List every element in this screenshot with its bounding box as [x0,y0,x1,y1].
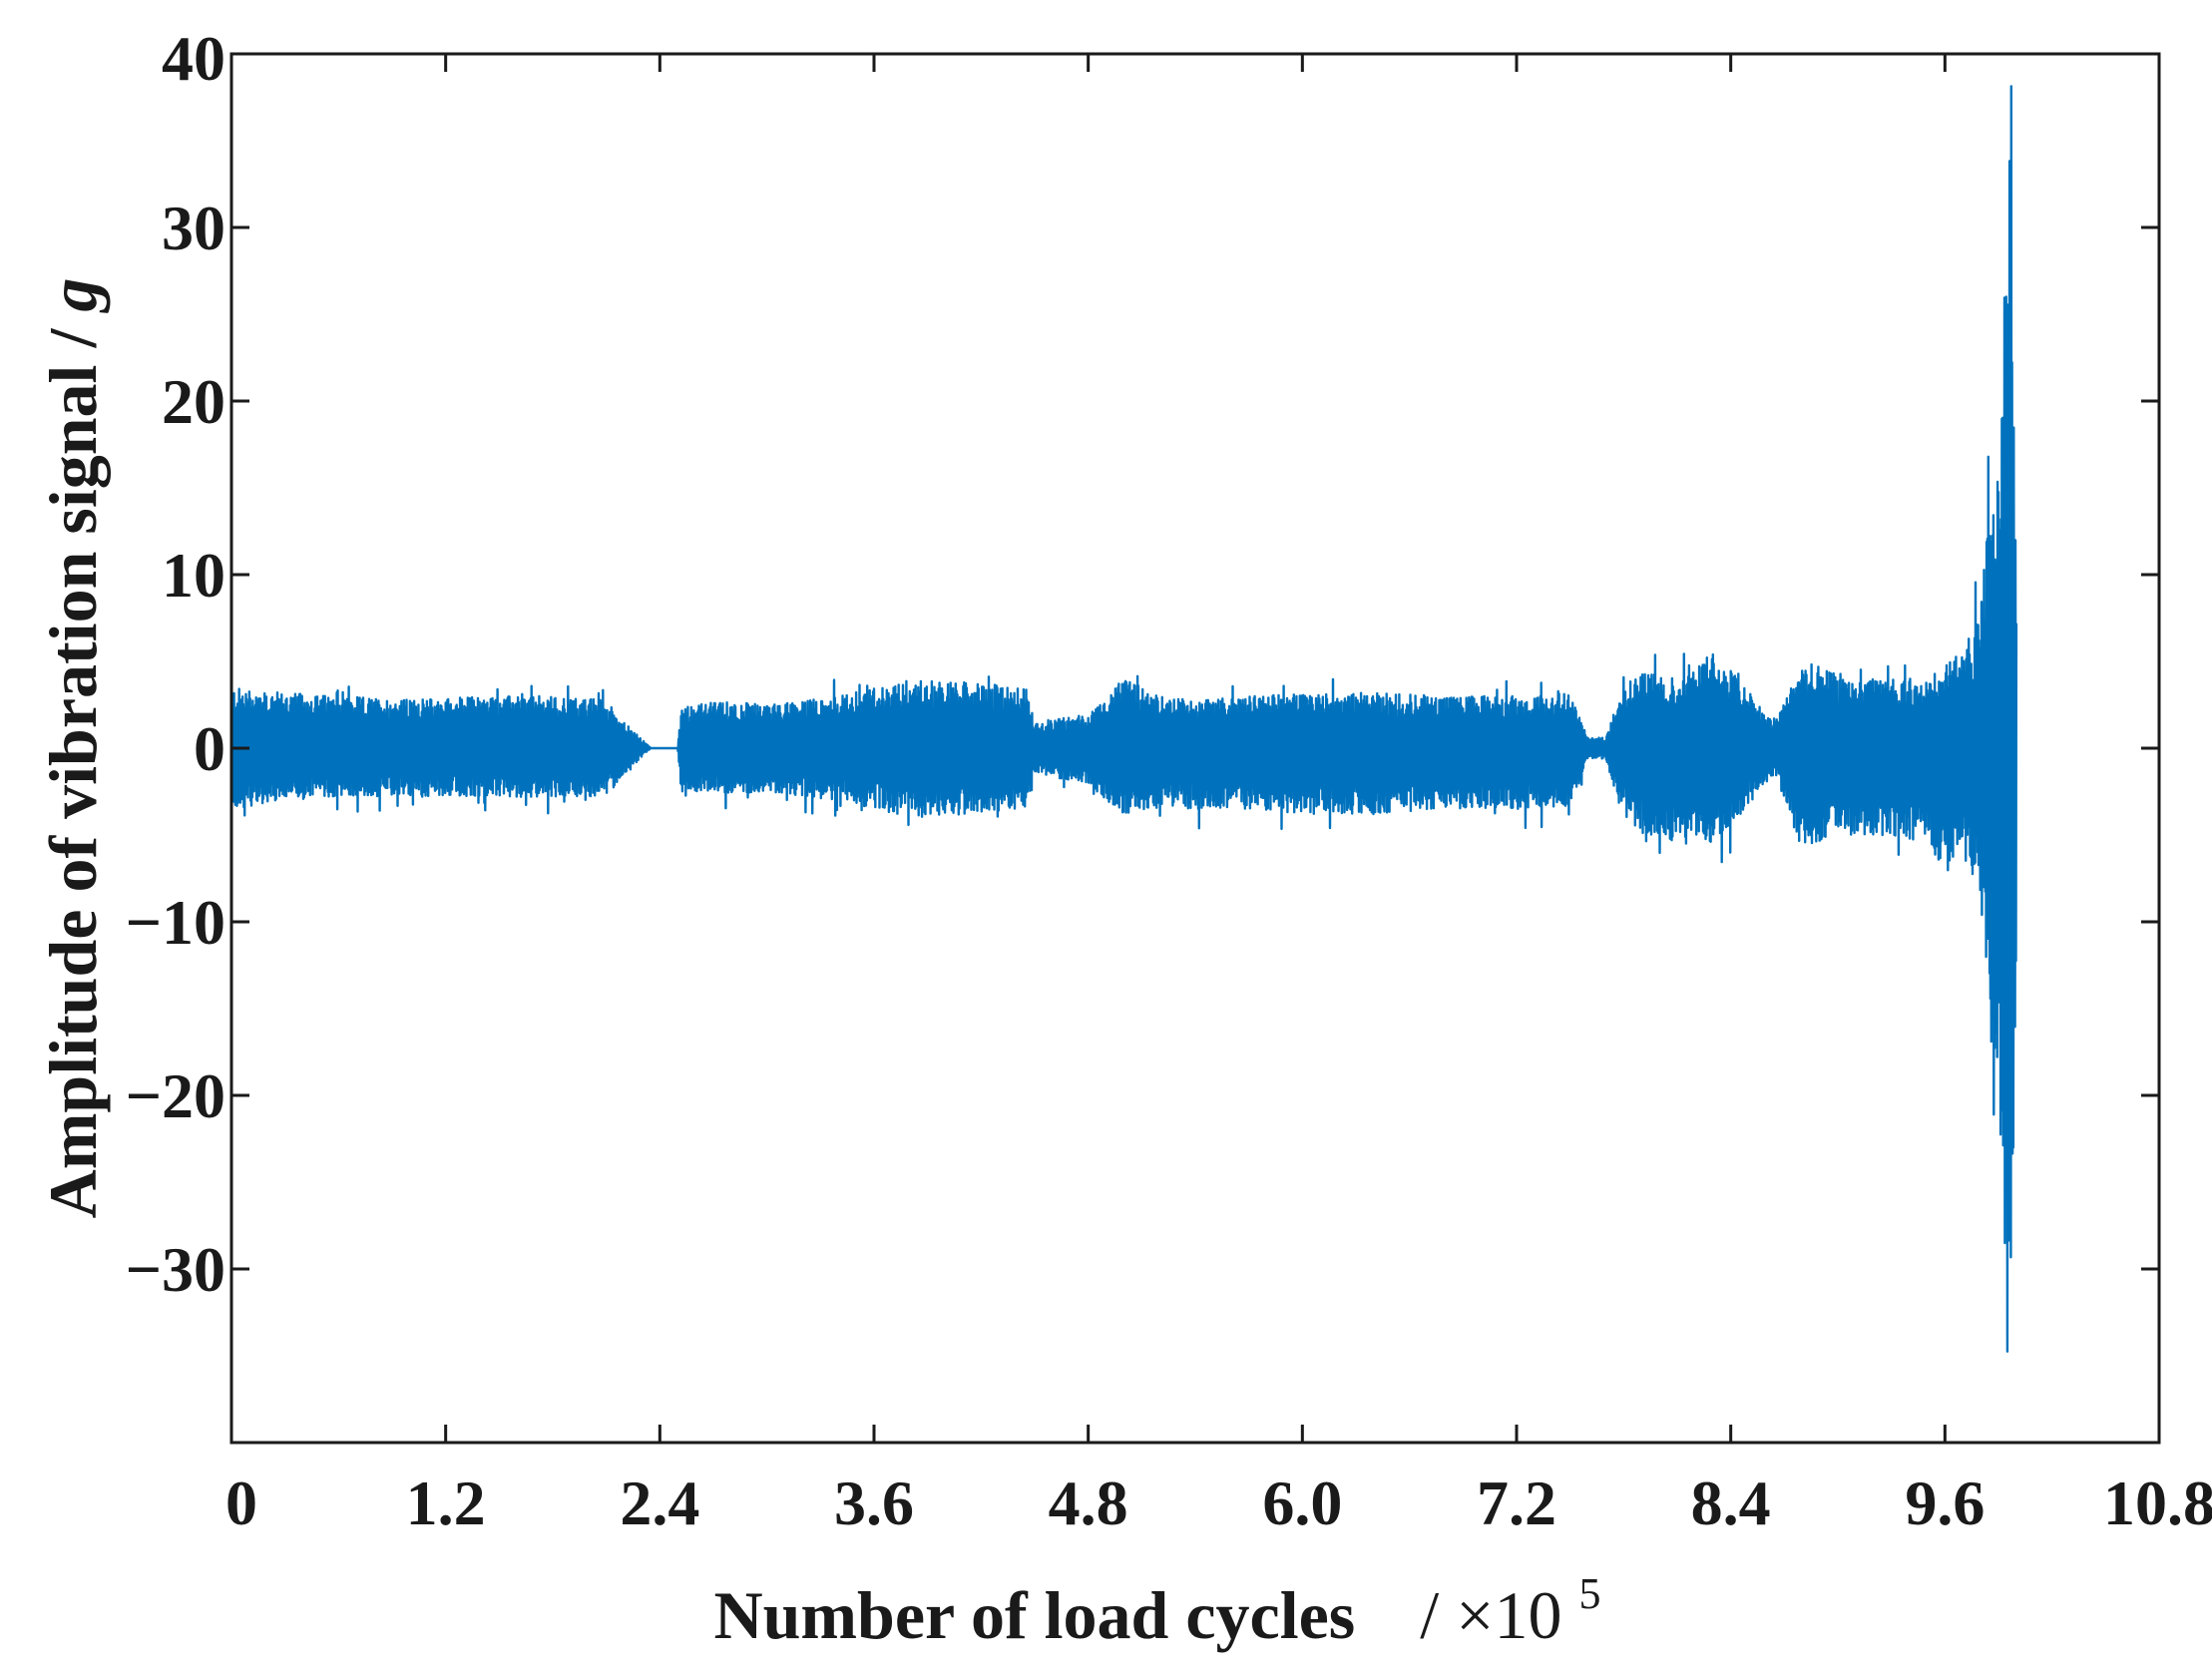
x-axis-unit: / ×10 [1420,1577,1561,1653]
y-axis-title: Amplitude of vibration signal / g [35,278,111,1219]
x-tick-label: 10.8 [2103,1467,2212,1538]
vibration-signal-line [229,85,2018,1353]
y-tick-label: −30 [126,1234,225,1305]
x-axis-exponent: 5 [1579,1569,1601,1618]
y-tick-label: 10 [162,540,225,611]
x-tick-label: 7.2 [1477,1467,1556,1538]
axis-ticks [229,52,2161,1443]
x-tick-label: 4.8 [1049,1467,1128,1538]
x-axis-label: Number of load cycles [713,1577,1355,1653]
y-tick-label: 20 [162,366,225,437]
x-tick-label: 6.0 [1262,1467,1342,1538]
y-tick-labels: −30 −20 −10 0 10 20 30 40 [126,23,225,1305]
y-tick-label: −20 [126,1060,225,1131]
x-tick-labels: 0 1.2 2.4 3.6 4.8 6.0 7.2 8.4 9.6 10.8 [225,1467,2212,1538]
y-axis-unit: g [35,278,111,314]
signal-series [229,85,2018,1353]
y-tick-label: 30 [162,193,225,263]
x-tick-label: 2.4 [620,1467,699,1538]
y-axis-label: Amplitude of vibration signal / [35,328,111,1219]
y-tick-label: 40 [162,23,225,94]
x-tick-label: 0 [225,1467,257,1538]
x-tick-label: 3.6 [834,1467,914,1538]
y-tick-label: −10 [126,887,225,958]
x-tick-label: 8.4 [1691,1467,1771,1538]
x-tick-label: 1.2 [406,1467,486,1538]
x-axis-title: Number of load cycles / ×10 5 [713,1569,1600,1653]
y-tick-label: 0 [194,713,225,784]
x-tick-label: 9.6 [1905,1467,1985,1538]
